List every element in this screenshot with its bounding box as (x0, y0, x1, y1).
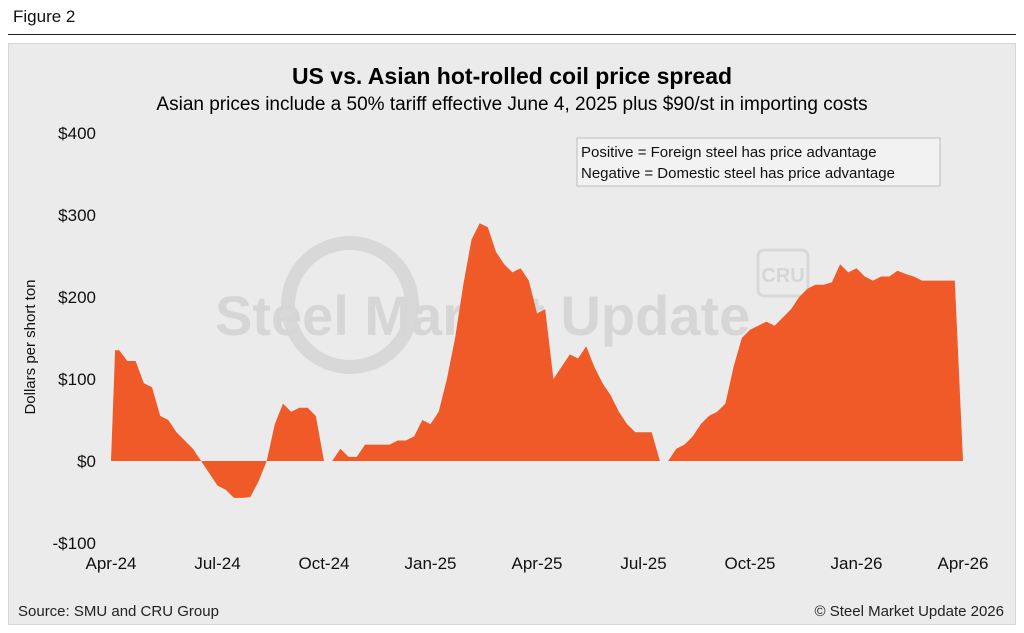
cru-logo-icon (756, 248, 810, 298)
x-tick-label: Apr-25 (511, 554, 562, 573)
copyright-note: © Steel Market Update 2026 (815, 603, 1005, 620)
x-tick-labels: Apr-24 Jul-24 Oct-24 Jan-25 Apr-25 Jul-25 Oct-… (85, 554, 988, 573)
x-tick-label: Jul-24 (194, 554, 240, 573)
legend-note: Positive = Foreign steel has price advan… (576, 137, 941, 187)
x-tick-label: Apr-26 (937, 554, 988, 573)
y-tick-label: $400 (58, 124, 96, 143)
x-tick-label: Apr-24 (85, 554, 136, 573)
y-tick-label: $0 (77, 452, 96, 471)
legend-note-positive: Positive = Foreign steel has price advan… (581, 144, 877, 161)
y-tick-label: $200 (58, 288, 96, 307)
header-divider (8, 34, 1016, 35)
x-tick-label: Jan-26 (831, 554, 883, 573)
x-tick-label: Jan-25 (405, 554, 457, 573)
chart-title: US vs. Asian hot-rolled coil price sprea… (292, 63, 732, 89)
y-tick-label: -$100 (53, 534, 96, 553)
x-tick-label: Jul-25 (620, 554, 666, 573)
chart-subtitle: Asian prices include a 50% tariff effect… (156, 94, 867, 115)
legend-note-box (576, 137, 941, 187)
x-tick-label: Oct-24 (298, 554, 349, 573)
y-tick-label: $300 (58, 206, 96, 225)
legend-note-negative: Negative = Domestic steel has price adva… (581, 165, 895, 182)
spread-area (111, 223, 963, 498)
y-tick-label: $100 (58, 370, 96, 389)
watermark-ring-icon (281, 236, 419, 374)
source-note: Source: SMU and CRU Group (18, 603, 219, 620)
y-axis-label: Dollars per short ton (22, 279, 39, 414)
x-tick-label: Oct-25 (724, 554, 775, 573)
y-tick-labels: $400 $300 $200 $100 $0 -$100 (53, 124, 96, 553)
figure-label: Figure 2 (13, 7, 76, 26)
series-area (111, 223, 963, 498)
cru-logo-text: CRU (761, 265, 804, 287)
